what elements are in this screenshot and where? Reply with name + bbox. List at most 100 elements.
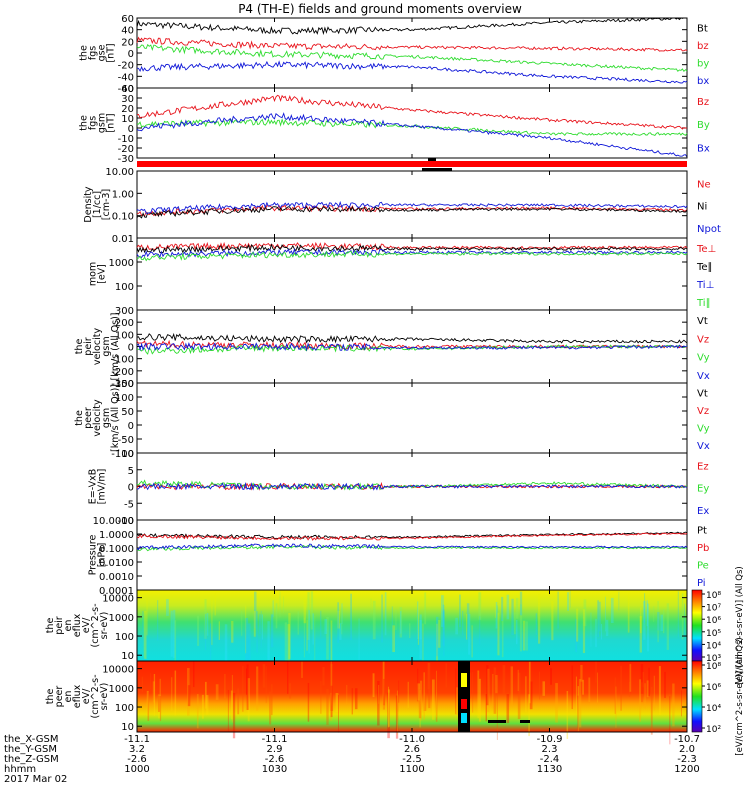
spectrogram-streak: [149, 673, 151, 690]
spectrogram-streak: [383, 678, 385, 706]
series-line: [136, 479, 688, 491]
spectrogram-streak: [260, 610, 262, 648]
y-axis-title: the: [45, 618, 56, 634]
spectrogram-streak: [224, 624, 228, 661]
spectrogram-streak: [143, 613, 145, 658]
legend-entry: Ey: [697, 484, 709, 495]
spectrogram-streak: [525, 676, 527, 713]
x-tick-value: -11.1: [124, 734, 150, 745]
spectrogram-streak: [578, 678, 582, 728]
y-axis-title: Pressure: [88, 535, 99, 576]
spectrogram-streak: [378, 685, 380, 704]
spectrogram-streak: [600, 623, 603, 640]
y-tick-label: -20: [118, 61, 134, 72]
y-axis-title: [nT]: [106, 43, 117, 62]
x-tick-value: 1130: [537, 764, 562, 775]
spectrogram-streak: [493, 667, 497, 714]
spectrogram-streak: [193, 661, 195, 688]
spectrogram-streak: [539, 671, 540, 700]
panel-peer_en_eflux: 10000 1000 100 10 thepeerenefluxeV/(cm^2-s-s…: [45, 637, 745, 755]
spectrogram-streak: [501, 613, 504, 658]
series-line: [136, 43, 688, 73]
spectrogram-streak: [495, 597, 496, 618]
spectrogram-streak: [335, 692, 339, 713]
spectrogram-streak: [270, 614, 274, 648]
spectrogram-streak: [303, 617, 305, 658]
y-tick-label: 0: [128, 49, 134, 60]
colorbar-tick-label: 10⁵: [706, 629, 721, 639]
spectrogram-streak: [538, 594, 541, 644]
spectrogram-streak: [519, 604, 523, 652]
legend-entry: Ex: [697, 506, 709, 517]
spectrogram-streak: [640, 664, 644, 694]
spectrogram-streak: [583, 599, 587, 627]
y-axis-title: gsm: [97, 113, 108, 133]
legend-entry: Vt: [697, 389, 708, 400]
y-axis-title: gsm: [101, 336, 112, 356]
y-tick-label: 10.0000: [93, 516, 134, 527]
spectrogram-streak: [284, 622, 288, 666]
spectrogram-streak: [231, 620, 234, 643]
spectrogram-streak: [529, 681, 533, 710]
spectrogram-streak: [639, 679, 642, 722]
spectrogram-streak: [495, 602, 498, 629]
y-axis-title: (cm^2-s-: [90, 604, 101, 648]
spectrogram-streak: [428, 662, 431, 709]
spectrogram-streak: [575, 676, 577, 714]
spectrogram-streak: [246, 668, 247, 695]
spectrogram-streak: [641, 672, 644, 688]
spectrogram-streak: [419, 614, 422, 640]
y-tick-label: -300: [111, 379, 134, 390]
legend-entry: Vz: [697, 406, 709, 417]
y-tick-label: 300: [115, 306, 134, 317]
series-line: [136, 342, 688, 352]
y-axis-title: the: [74, 339, 85, 355]
colorbar-tick-label: 10⁴: [706, 641, 721, 651]
spectrogram-streak: [501, 596, 504, 622]
spectrogram-streak: [417, 683, 421, 701]
spectrogram-streak: [341, 607, 343, 635]
spectrogram-streak: [245, 617, 249, 667]
y-axis-title: eV/: [81, 617, 92, 633]
y-axis-title: the: [79, 115, 90, 131]
colorbar-tick-label: 10⁶: [706, 616, 721, 626]
spectrogram-streak: [146, 690, 149, 716]
spectrogram-streak: [312, 613, 314, 645]
spectrogram-streak: [510, 666, 513, 706]
y-axis-title: [cm-3]: [101, 189, 112, 220]
spectrogram-streak: [516, 619, 518, 645]
spectrogram-streak: [569, 590, 571, 608]
spectrogram-streak: [350, 593, 352, 641]
y-tick-label: -200: [111, 367, 134, 378]
spectrogram-streak: [648, 667, 650, 697]
legend-entry: Vy: [697, 353, 710, 364]
spectrogram-streak: [231, 674, 233, 723]
y-tick-label: 5: [128, 466, 134, 477]
spectrogram-streak: [555, 683, 558, 723]
spectrogram-streak: [301, 661, 303, 678]
spectrogram-streak: [551, 601, 554, 641]
spectrogram-streak: [423, 672, 425, 720]
spectrogram-streak: [174, 620, 177, 664]
y-axis-title: en: [63, 691, 74, 703]
spectrogram-streak: [582, 679, 584, 695]
y-axis-title: (cm^2-s-: [90, 675, 101, 719]
y-tick-label: 100: [115, 393, 134, 404]
spectrogram-streak: [615, 686, 617, 728]
spectrogram-streak: [614, 677, 616, 714]
spectrogram-streak: [397, 690, 398, 736]
spectrogram-streak: [187, 668, 190, 716]
mode-bar-mark: [428, 158, 436, 161]
legend-entry: Te∥: [696, 262, 713, 273]
spectrogram-streak: [153, 673, 156, 716]
spectrogram-streak: [158, 695, 160, 712]
legend-entry: Ti⊥: [696, 280, 714, 291]
data-gap-fill: [461, 699, 467, 709]
y-tick-label: 20: [121, 104, 134, 115]
y-tick-label: 0.0001: [99, 586, 134, 597]
spectrogram-streak: [159, 678, 161, 697]
y-tick-label: -5: [124, 499, 134, 510]
spectrogram-streak: [456, 687, 459, 715]
legend-entry: Pt: [697, 526, 707, 537]
spectrogram-streak: [320, 610, 322, 637]
